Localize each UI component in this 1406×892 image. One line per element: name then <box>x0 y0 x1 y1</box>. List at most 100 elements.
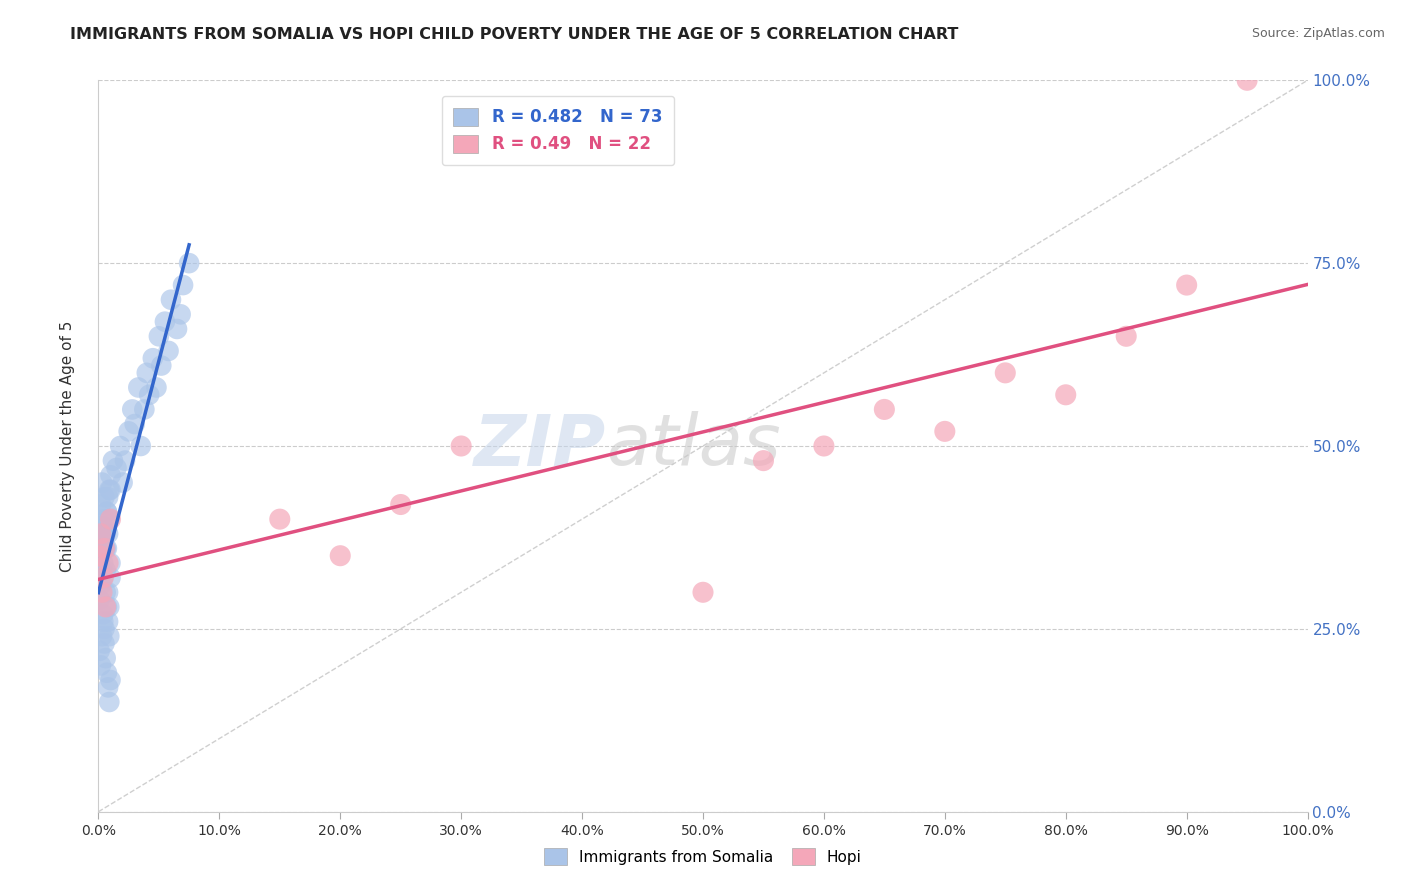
Point <box>98 599 121 614</box>
Point <box>93 541 115 556</box>
Point <box>91 585 114 599</box>
Point <box>105 461 128 475</box>
Point <box>89 644 111 658</box>
Point <box>91 615 114 629</box>
Point <box>135 366 157 380</box>
Legend: R = 0.482   N = 73, R = 0.49   N = 22: R = 0.482 N = 73, R = 0.49 N = 22 <box>441 96 673 165</box>
Point <box>127 380 149 394</box>
Point <box>96 665 118 680</box>
Point <box>94 541 117 556</box>
Point <box>91 607 114 622</box>
Point <box>98 483 121 497</box>
Point <box>90 578 112 592</box>
Point <box>179 256 201 270</box>
Point <box>93 622 115 636</box>
Point <box>90 498 112 512</box>
Point <box>150 359 173 373</box>
Point <box>121 402 143 417</box>
Point <box>111 475 134 490</box>
Point <box>389 498 412 512</box>
Point <box>96 505 118 519</box>
Point <box>91 519 114 533</box>
Point <box>108 439 131 453</box>
Point <box>100 468 122 483</box>
Point <box>1054 388 1077 402</box>
Point <box>98 512 121 526</box>
Point <box>329 549 352 563</box>
Text: Source: ZipAtlas.com: Source: ZipAtlas.com <box>1251 27 1385 40</box>
Point <box>94 585 117 599</box>
Point <box>97 615 120 629</box>
Point <box>1115 329 1137 343</box>
Point <box>873 402 896 417</box>
Point <box>813 439 835 453</box>
Point <box>90 526 112 541</box>
Point <box>91 571 114 585</box>
Point <box>96 599 118 614</box>
Point <box>114 453 136 467</box>
Point <box>93 512 115 526</box>
Point <box>97 556 120 570</box>
Point <box>91 519 114 533</box>
Point <box>93 541 115 556</box>
Point <box>91 629 114 643</box>
Point <box>100 483 122 497</box>
Point <box>91 556 114 570</box>
Point <box>98 629 121 643</box>
Point <box>153 315 176 329</box>
Point <box>100 673 122 687</box>
Text: ZIP: ZIP <box>474 411 606 481</box>
Point <box>89 549 111 563</box>
Point <box>148 329 170 343</box>
Point <box>91 534 114 549</box>
Text: IMMIGRANTS FROM SOMALIA VS HOPI CHILD POVERTY UNDER THE AGE OF 5 CORRELATION CHA: IMMIGRANTS FROM SOMALIA VS HOPI CHILD PO… <box>70 27 959 42</box>
Point <box>752 453 775 467</box>
Point <box>90 658 112 673</box>
Point <box>90 549 112 563</box>
Point <box>97 526 120 541</box>
Point <box>166 322 188 336</box>
Point <box>100 512 122 526</box>
Point <box>100 556 122 570</box>
Point <box>96 541 118 556</box>
Point <box>89 549 111 563</box>
Point <box>134 402 156 417</box>
Point <box>97 490 120 504</box>
Point <box>90 534 112 549</box>
Point <box>93 490 115 504</box>
Point <box>94 599 117 614</box>
Point <box>157 343 180 358</box>
Point <box>91 563 114 577</box>
Point <box>98 695 121 709</box>
Point <box>89 592 111 607</box>
Point <box>97 585 120 599</box>
Point <box>93 526 115 541</box>
Point <box>91 571 114 585</box>
Point <box>692 585 714 599</box>
Point <box>142 351 165 366</box>
Point <box>124 417 146 431</box>
Point <box>101 453 124 467</box>
Legend: Immigrants from Somalia, Hopi: Immigrants from Somalia, Hopi <box>538 842 868 871</box>
Point <box>450 439 472 453</box>
Point <box>129 439 152 453</box>
Point <box>994 366 1017 380</box>
Point <box>100 571 122 585</box>
Point <box>269 512 291 526</box>
Point <box>96 505 118 519</box>
Point <box>91 475 114 490</box>
Point <box>97 681 120 695</box>
Point <box>94 651 117 665</box>
Point <box>138 388 160 402</box>
Point <box>118 425 141 439</box>
Point <box>94 526 117 541</box>
Point <box>93 636 115 650</box>
Text: atlas: atlas <box>606 411 780 481</box>
Y-axis label: Child Poverty Under the Age of 5: Child Poverty Under the Age of 5 <box>60 320 75 572</box>
Point <box>172 278 194 293</box>
Point <box>160 293 183 307</box>
Point <box>1175 278 1198 293</box>
Point <box>169 307 191 321</box>
Point <box>94 563 117 577</box>
Point <box>1236 73 1258 87</box>
